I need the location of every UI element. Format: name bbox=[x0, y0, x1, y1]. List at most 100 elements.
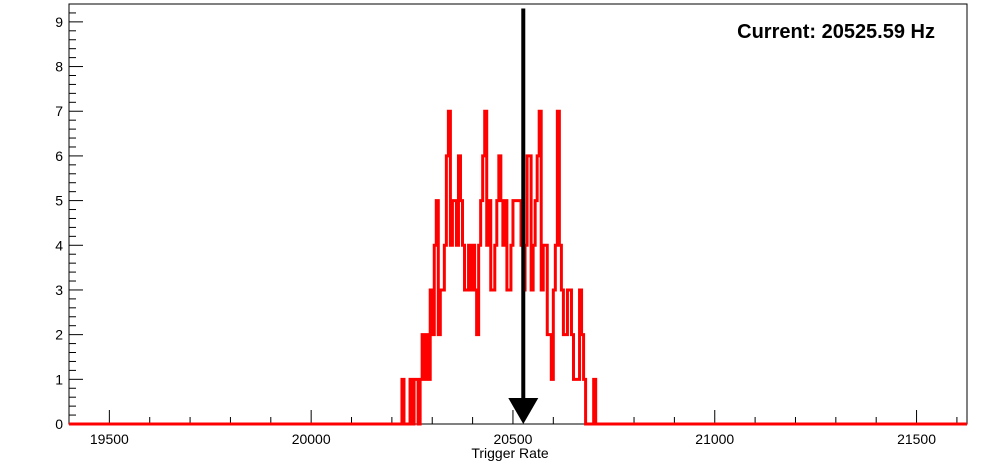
histogram-bin bbox=[426, 335, 428, 424]
y-axis: 0 1 2 3 4 5 6 7 8 9 bbox=[55, 3, 83, 432]
histogram-bin bbox=[584, 379, 586, 424]
histogram-bin bbox=[422, 335, 424, 424]
histogram-bin bbox=[578, 379, 580, 424]
histogram-bin bbox=[563, 335, 565, 424]
histogram-series bbox=[69, 109, 967, 426]
histogram-bin bbox=[454, 201, 456, 424]
x-axis: 19500 20000 20500 21000 21500 bbox=[68, 410, 958, 447]
histogram-bin bbox=[467, 290, 469, 424]
histogram-bin bbox=[438, 335, 440, 424]
histogram-bin bbox=[434, 245, 436, 424]
histogram-bin bbox=[555, 245, 557, 424]
histogram-bin bbox=[539, 111, 541, 424]
histogram-bin bbox=[559, 245, 561, 424]
histogram-bin bbox=[452, 201, 454, 424]
histogram-bin bbox=[414, 379, 416, 424]
arrow-down-icon bbox=[508, 398, 539, 424]
y-tick-label: 9 bbox=[55, 14, 63, 30]
histogram-bin bbox=[442, 290, 444, 424]
histogram-bin bbox=[561, 290, 563, 424]
histogram-bin bbox=[436, 201, 438, 424]
histogram-bin bbox=[549, 335, 551, 424]
histogram-bin bbox=[580, 290, 582, 424]
histogram-bin bbox=[509, 290, 511, 424]
histogram-bin bbox=[475, 290, 477, 424]
histogram-bin bbox=[543, 245, 545, 424]
histogram-bin bbox=[424, 379, 426, 424]
histogram-bin bbox=[473, 245, 475, 424]
y-tick-label: 4 bbox=[55, 237, 63, 253]
x-axis-title: Trigger Rate bbox=[471, 445, 549, 461]
histogram-bin bbox=[440, 290, 442, 424]
histogram-bin bbox=[569, 290, 571, 424]
y-tick-label: 6 bbox=[55, 148, 63, 164]
histogram-bin bbox=[458, 156, 460, 424]
x-tick-label: 21000 bbox=[695, 431, 734, 447]
histogram-bin bbox=[565, 335, 567, 424]
histogram-bin bbox=[463, 245, 465, 424]
y-tick-label: 7 bbox=[55, 103, 63, 119]
histogram-bin bbox=[493, 290, 495, 424]
histogram-bins bbox=[402, 111, 596, 424]
histogram-bin bbox=[547, 335, 549, 424]
y-tick-label: 1 bbox=[55, 371, 63, 387]
y-tick-label: 2 bbox=[55, 327, 63, 343]
x-tick-label: 19500 bbox=[90, 431, 129, 447]
y-tick-label: 5 bbox=[55, 193, 63, 209]
histogram-bin bbox=[557, 111, 559, 424]
histogram-bin bbox=[535, 201, 537, 424]
histogram-bin bbox=[507, 290, 509, 424]
histogram-bin bbox=[410, 379, 412, 424]
y-tick-label: 0 bbox=[55, 416, 63, 432]
histogram-bin bbox=[432, 335, 434, 424]
histogram-bin bbox=[527, 156, 529, 424]
histogram-bin bbox=[513, 201, 515, 424]
histogram-bin bbox=[519, 201, 521, 424]
histogram-bin bbox=[515, 201, 517, 424]
x-tick-label: 20000 bbox=[292, 431, 331, 447]
histogram-bin bbox=[416, 379, 418, 424]
histogram-bin bbox=[533, 245, 535, 424]
histogram-bin bbox=[573, 379, 575, 424]
y-tick-label: 8 bbox=[55, 59, 63, 75]
histogram-bin bbox=[483, 156, 485, 424]
histogram-bin bbox=[481, 201, 483, 424]
histogram-bin bbox=[420, 379, 422, 424]
plot-frame bbox=[68, 3, 968, 425]
y-tick-label: 3 bbox=[55, 282, 63, 298]
histogram-bin bbox=[541, 290, 543, 424]
histogram-bin bbox=[495, 245, 497, 424]
histogram-bin bbox=[448, 111, 450, 424]
histogram-bin bbox=[469, 245, 471, 424]
histogram-bin bbox=[477, 335, 479, 424]
x-tick-label: 20500 bbox=[493, 431, 532, 447]
histogram-bin bbox=[444, 245, 446, 424]
histogram-bin bbox=[529, 156, 531, 424]
histogram-bin bbox=[505, 201, 507, 424]
histogram-bin bbox=[402, 379, 404, 424]
histogram-bin bbox=[485, 111, 487, 424]
x-tick-label: 21500 bbox=[897, 431, 936, 447]
current-rate-marker bbox=[508, 8, 539, 424]
histogram-bin bbox=[450, 245, 452, 424]
histogram-bin bbox=[576, 379, 578, 424]
histogram-bin bbox=[517, 201, 519, 424]
histogram-bin bbox=[479, 245, 481, 424]
histogram-bin bbox=[489, 201, 491, 424]
histogram-bin bbox=[582, 335, 584, 424]
histogram-bin bbox=[497, 201, 499, 424]
histogram-bin bbox=[511, 245, 513, 424]
histogram-bin bbox=[460, 201, 462, 424]
histogram-bin bbox=[567, 290, 569, 424]
histogram-bin bbox=[471, 290, 473, 424]
histogram-bin bbox=[428, 379, 430, 424]
histogram-bin bbox=[487, 245, 489, 424]
histogram-bin bbox=[465, 290, 467, 424]
histogram-bin bbox=[525, 245, 527, 424]
histogram-bin bbox=[594, 379, 596, 424]
histogram-bin bbox=[571, 335, 573, 424]
histogram-bin bbox=[430, 290, 432, 424]
histogram-bin bbox=[545, 245, 547, 424]
histogram-bin bbox=[501, 201, 503, 424]
